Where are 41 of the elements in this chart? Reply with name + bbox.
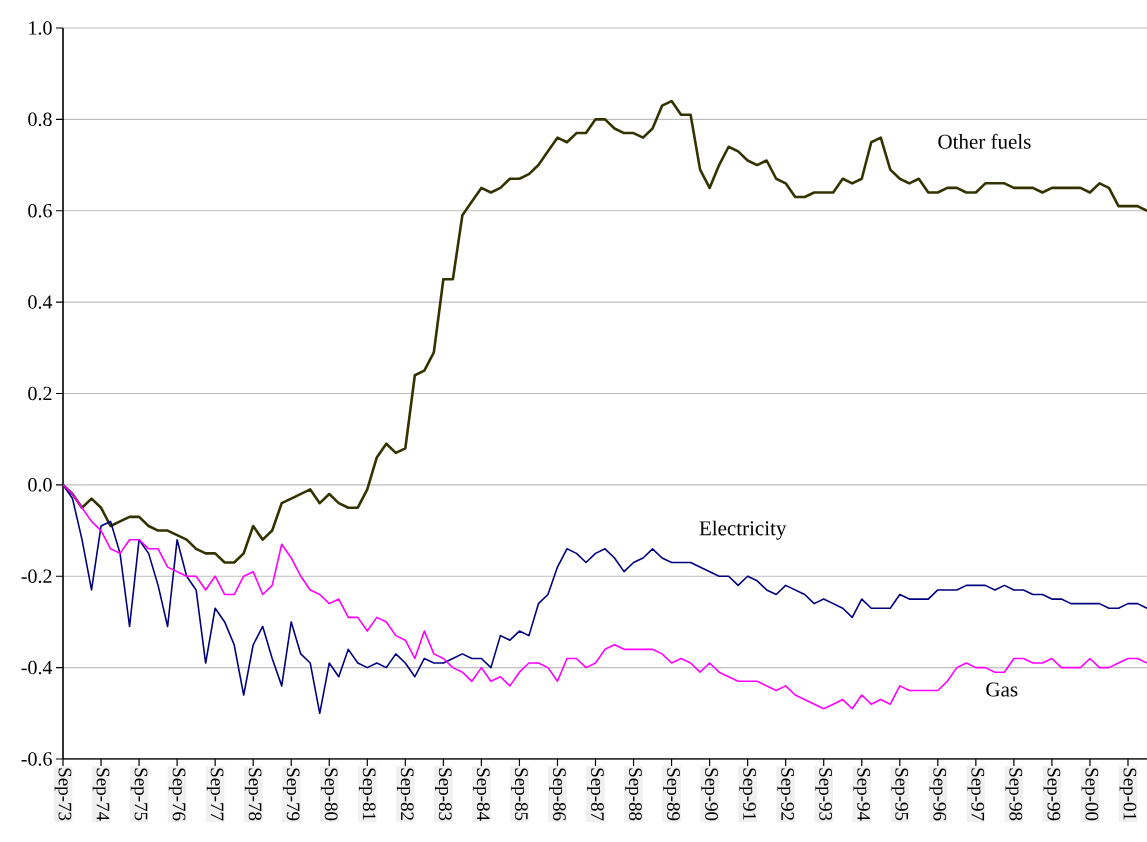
x-tick-label: Sep-79 — [282, 768, 300, 821]
x-tick-label: Sep-01 — [1119, 768, 1137, 820]
x-tick-label: Sep-89 — [663, 768, 680, 821]
series-label: Gas — [986, 682, 1018, 697]
x-tick-label: Sep-86 — [549, 768, 566, 821]
x-tick-label: Sep-77 — [206, 768, 224, 821]
x-tick-label: Sep-96 — [929, 768, 947, 821]
x-tick-label: Sep-98 — [1005, 768, 1023, 821]
x-tick-label: Sep-95 — [891, 768, 909, 821]
x-tick-label: Sep-94 — [853, 768, 871, 821]
x-tick-label: Sep-00 — [1081, 768, 1099, 821]
y-tick-label: 0.8 — [28, 112, 52, 127]
x-tick-label: Sep-93 — [815, 768, 833, 821]
x-tick-label: Sep-74 — [92, 768, 110, 821]
x-tick-label: Sep-76 — [168, 768, 186, 821]
x-tick-label: Sep-78 — [244, 768, 262, 821]
y-tick-label: 1.0 — [29, 21, 52, 35]
y-tick-label: -0.6 — [21, 752, 52, 766]
x-tick-label: Sep-97 — [967, 768, 985, 821]
y-tick-label: -0.2 — [21, 569, 52, 584]
x-tick-label: Sep-73 — [54, 768, 72, 821]
y-tick-label: 0.2 — [28, 386, 52, 401]
series-label: Other fuels — [938, 133, 1031, 149]
x-tick-label: Sep-75 — [130, 768, 148, 821]
x-tick-label: Sep-99 — [1043, 768, 1061, 821]
x-tick-label: Sep-91 — [739, 768, 756, 820]
x-tick-label: Sep-84 — [473, 768, 490, 821]
y-tick-label: 0.0 — [28, 478, 52, 492]
x-tick-label: Sep-85 — [511, 768, 528, 821]
y-tick-label: 0.4 — [28, 295, 53, 309]
y-tick-label: -0.4 — [21, 660, 53, 675]
x-tick-label: Sep-80 — [320, 768, 338, 821]
x-tick-label: Sep-87 — [587, 768, 604, 821]
x-tick-label: Sep-82 — [396, 768, 414, 820]
series-label: Electricity — [699, 520, 787, 540]
x-tick-label: Sep-90 — [701, 768, 718, 821]
x-tick-label: Sep-92 — [777, 768, 794, 820]
x-tick-label: Sep-83 — [435, 768, 452, 821]
x-tick-label: Sep-88 — [625, 768, 642, 821]
y-tick-label: 0.6 — [28, 203, 52, 218]
x-tick-label: Sep-81 — [358, 768, 376, 820]
